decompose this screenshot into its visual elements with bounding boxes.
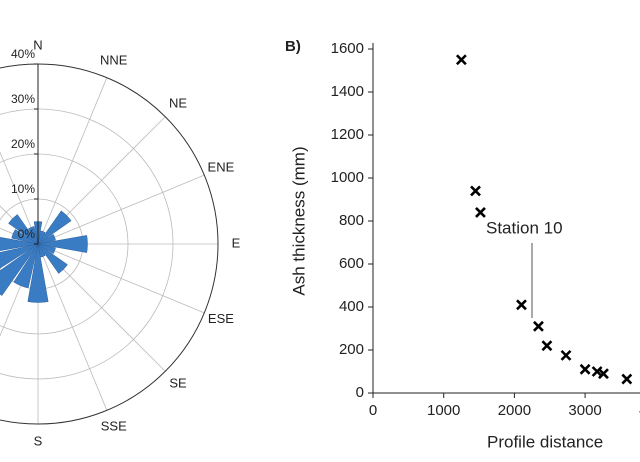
y-tick-label: 1400 [331, 83, 364, 100]
x-tick-label: 0 [369, 402, 377, 419]
direction-label: SE [169, 375, 187, 390]
spoke [0, 227, 39, 245]
direction-label: E [232, 235, 241, 250]
direction-label: SSE [101, 418, 127, 433]
petal [37, 210, 72, 245]
petal [13, 243, 39, 289]
petal [37, 235, 88, 253]
r-tick-label: 10% [11, 182, 35, 196]
point [541, 340, 553, 352]
y-tick-label: 800 [339, 212, 364, 229]
petal [37, 233, 56, 245]
petal [37, 230, 46, 245]
y-axis-label: Ash thickness (mm) [289, 146, 308, 295]
y-tick-label: 200 [339, 341, 364, 358]
x-tick-label: 2000 [498, 402, 531, 419]
y-tick-label: 1200 [331, 126, 364, 143]
r-tick-label: 30% [11, 92, 35, 106]
point [516, 299, 527, 311]
x-axis-label: Profile distance [487, 432, 603, 451]
y-tick-label: 1000 [331, 169, 364, 186]
petal [37, 243, 68, 274]
petal [0, 237, 39, 251]
point [598, 368, 609, 380]
point [475, 206, 486, 218]
y-tick-label: 1600 [331, 40, 364, 57]
y-tick-label: 0 [356, 384, 364, 401]
panel-label: B) [285, 38, 301, 55]
point [579, 363, 591, 375]
x-tick-label: 3000 [568, 402, 601, 419]
petal [27, 226, 39, 245]
point [621, 373, 633, 385]
petal [37, 243, 56, 255]
direction-label: NNE [100, 53, 128, 68]
r-tick-label: 20% [11, 137, 35, 151]
point [470, 185, 481, 197]
y-tick-label: 600 [339, 255, 364, 272]
y-tick-label: 400 [339, 298, 364, 315]
direction-label: NE [169, 95, 187, 110]
petal [0, 243, 39, 269]
direction-label: S [34, 433, 43, 448]
petal [0, 243, 39, 296]
point [560, 349, 572, 361]
direction-label: ESE [208, 311, 234, 326]
direction-label: N [33, 37, 42, 52]
petal [8, 214, 39, 245]
r-tick-label: 40% [11, 47, 35, 61]
petal [27, 243, 49, 303]
petal [11, 229, 39, 245]
x-tick-label: 1000 [427, 402, 460, 419]
annotation: Station 10 [486, 218, 563, 237]
petal [37, 243, 46, 258]
point [533, 320, 544, 332]
direction-label: ENE [208, 160, 235, 175]
r-tick-label: 0% [18, 227, 36, 241]
point [455, 54, 467, 66]
